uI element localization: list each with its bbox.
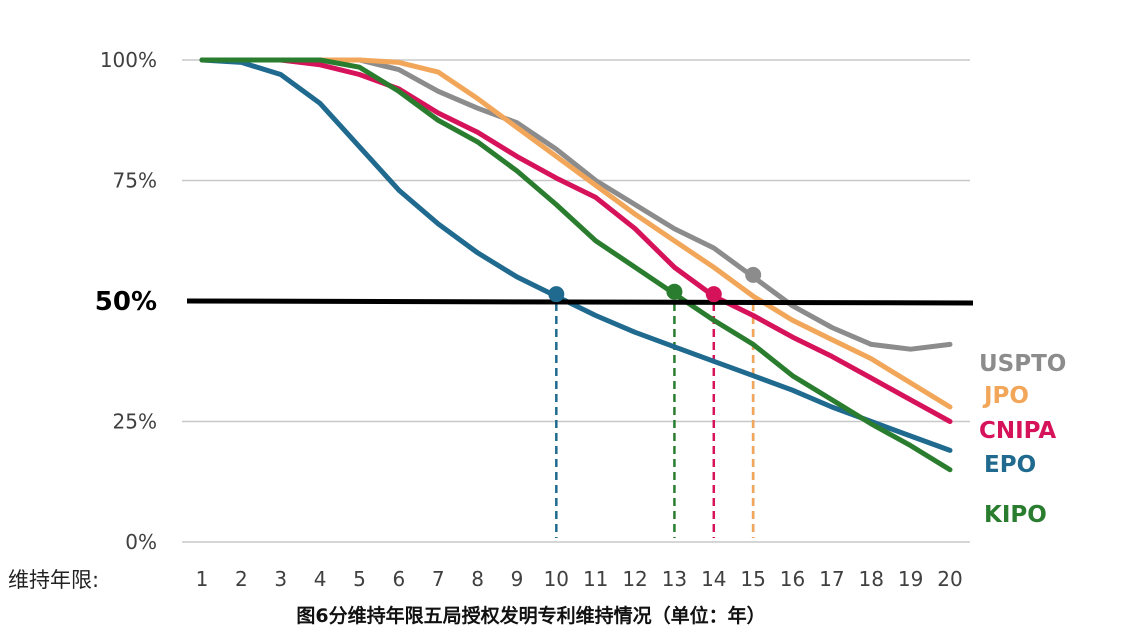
x-tick-label: 16 — [780, 567, 805, 591]
x-tick-label: 19 — [898, 567, 923, 591]
series-line — [199, 57, 953, 473]
reference-line-layer — [186, 298, 974, 306]
y-tick-label: 50% — [95, 287, 157, 317]
x-tick-label: 3 — [274, 567, 287, 591]
x-tick-label: 2 — [235, 567, 248, 591]
legend: USPTO JPO CNIPA EPO KIPO — [979, 351, 1066, 528]
x-tick-label: 6 — [392, 567, 405, 591]
x-tick-label: 20 — [937, 567, 962, 591]
legend-label: JPO — [982, 383, 1029, 409]
x-tick-label: 10 — [544, 567, 569, 591]
x-tick-label: 9 — [511, 567, 524, 591]
y-tick-label: 0% — [125, 530, 157, 554]
legend-label: EPO — [984, 452, 1036, 478]
x-tick-label: 1 — [196, 567, 209, 591]
x-tick-label: 11 — [583, 567, 608, 591]
x-tick-label: 14 — [701, 567, 726, 591]
half-life-marker — [548, 286, 565, 303]
x-tick-label: 15 — [740, 567, 765, 591]
series-line — [199, 57, 953, 410]
y-tick-label: 25% — [113, 410, 157, 434]
x-tick-label: 17 — [819, 567, 844, 591]
x-tick-label: 7 — [432, 567, 445, 591]
y-tick-label: 75% — [113, 169, 157, 193]
legend-label: CNIPA — [979, 418, 1056, 444]
y-tick-label: 100% — [100, 48, 157, 72]
x-tick-label: 8 — [471, 567, 484, 591]
x-axis-ticks: 1 2 3 4 5 6 7 8 9 10 11 12 13 14 15 16 17 18 19 20 — [196, 567, 963, 591]
series-lines — [199, 57, 953, 473]
series-line — [199, 57, 953, 453]
reference-line-50 — [186, 298, 974, 306]
x-axis-label: 维持年限: — [8, 568, 99, 592]
half-life-marker — [745, 266, 762, 283]
legend-label: KIPO — [984, 502, 1047, 528]
x-tick-label: 18 — [859, 567, 884, 591]
half-life-marker — [666, 283, 683, 300]
x-tick-label: 13 — [662, 567, 687, 591]
legend-label: USPTO — [979, 351, 1066, 377]
x-tick-label: 12 — [622, 567, 647, 591]
series-line — [199, 57, 953, 424]
x-tick-label: 5 — [353, 567, 366, 591]
half-life-markers — [548, 266, 762, 303]
chart-caption: 图6分维持年限五局授权发明专利维持情况（单位：年） — [296, 604, 765, 627]
half-life-marker — [705, 286, 722, 303]
y-axis-ticks: 0% 25% 50% 75% 100% — [95, 48, 157, 554]
x-tick-label: 4 — [314, 567, 327, 591]
